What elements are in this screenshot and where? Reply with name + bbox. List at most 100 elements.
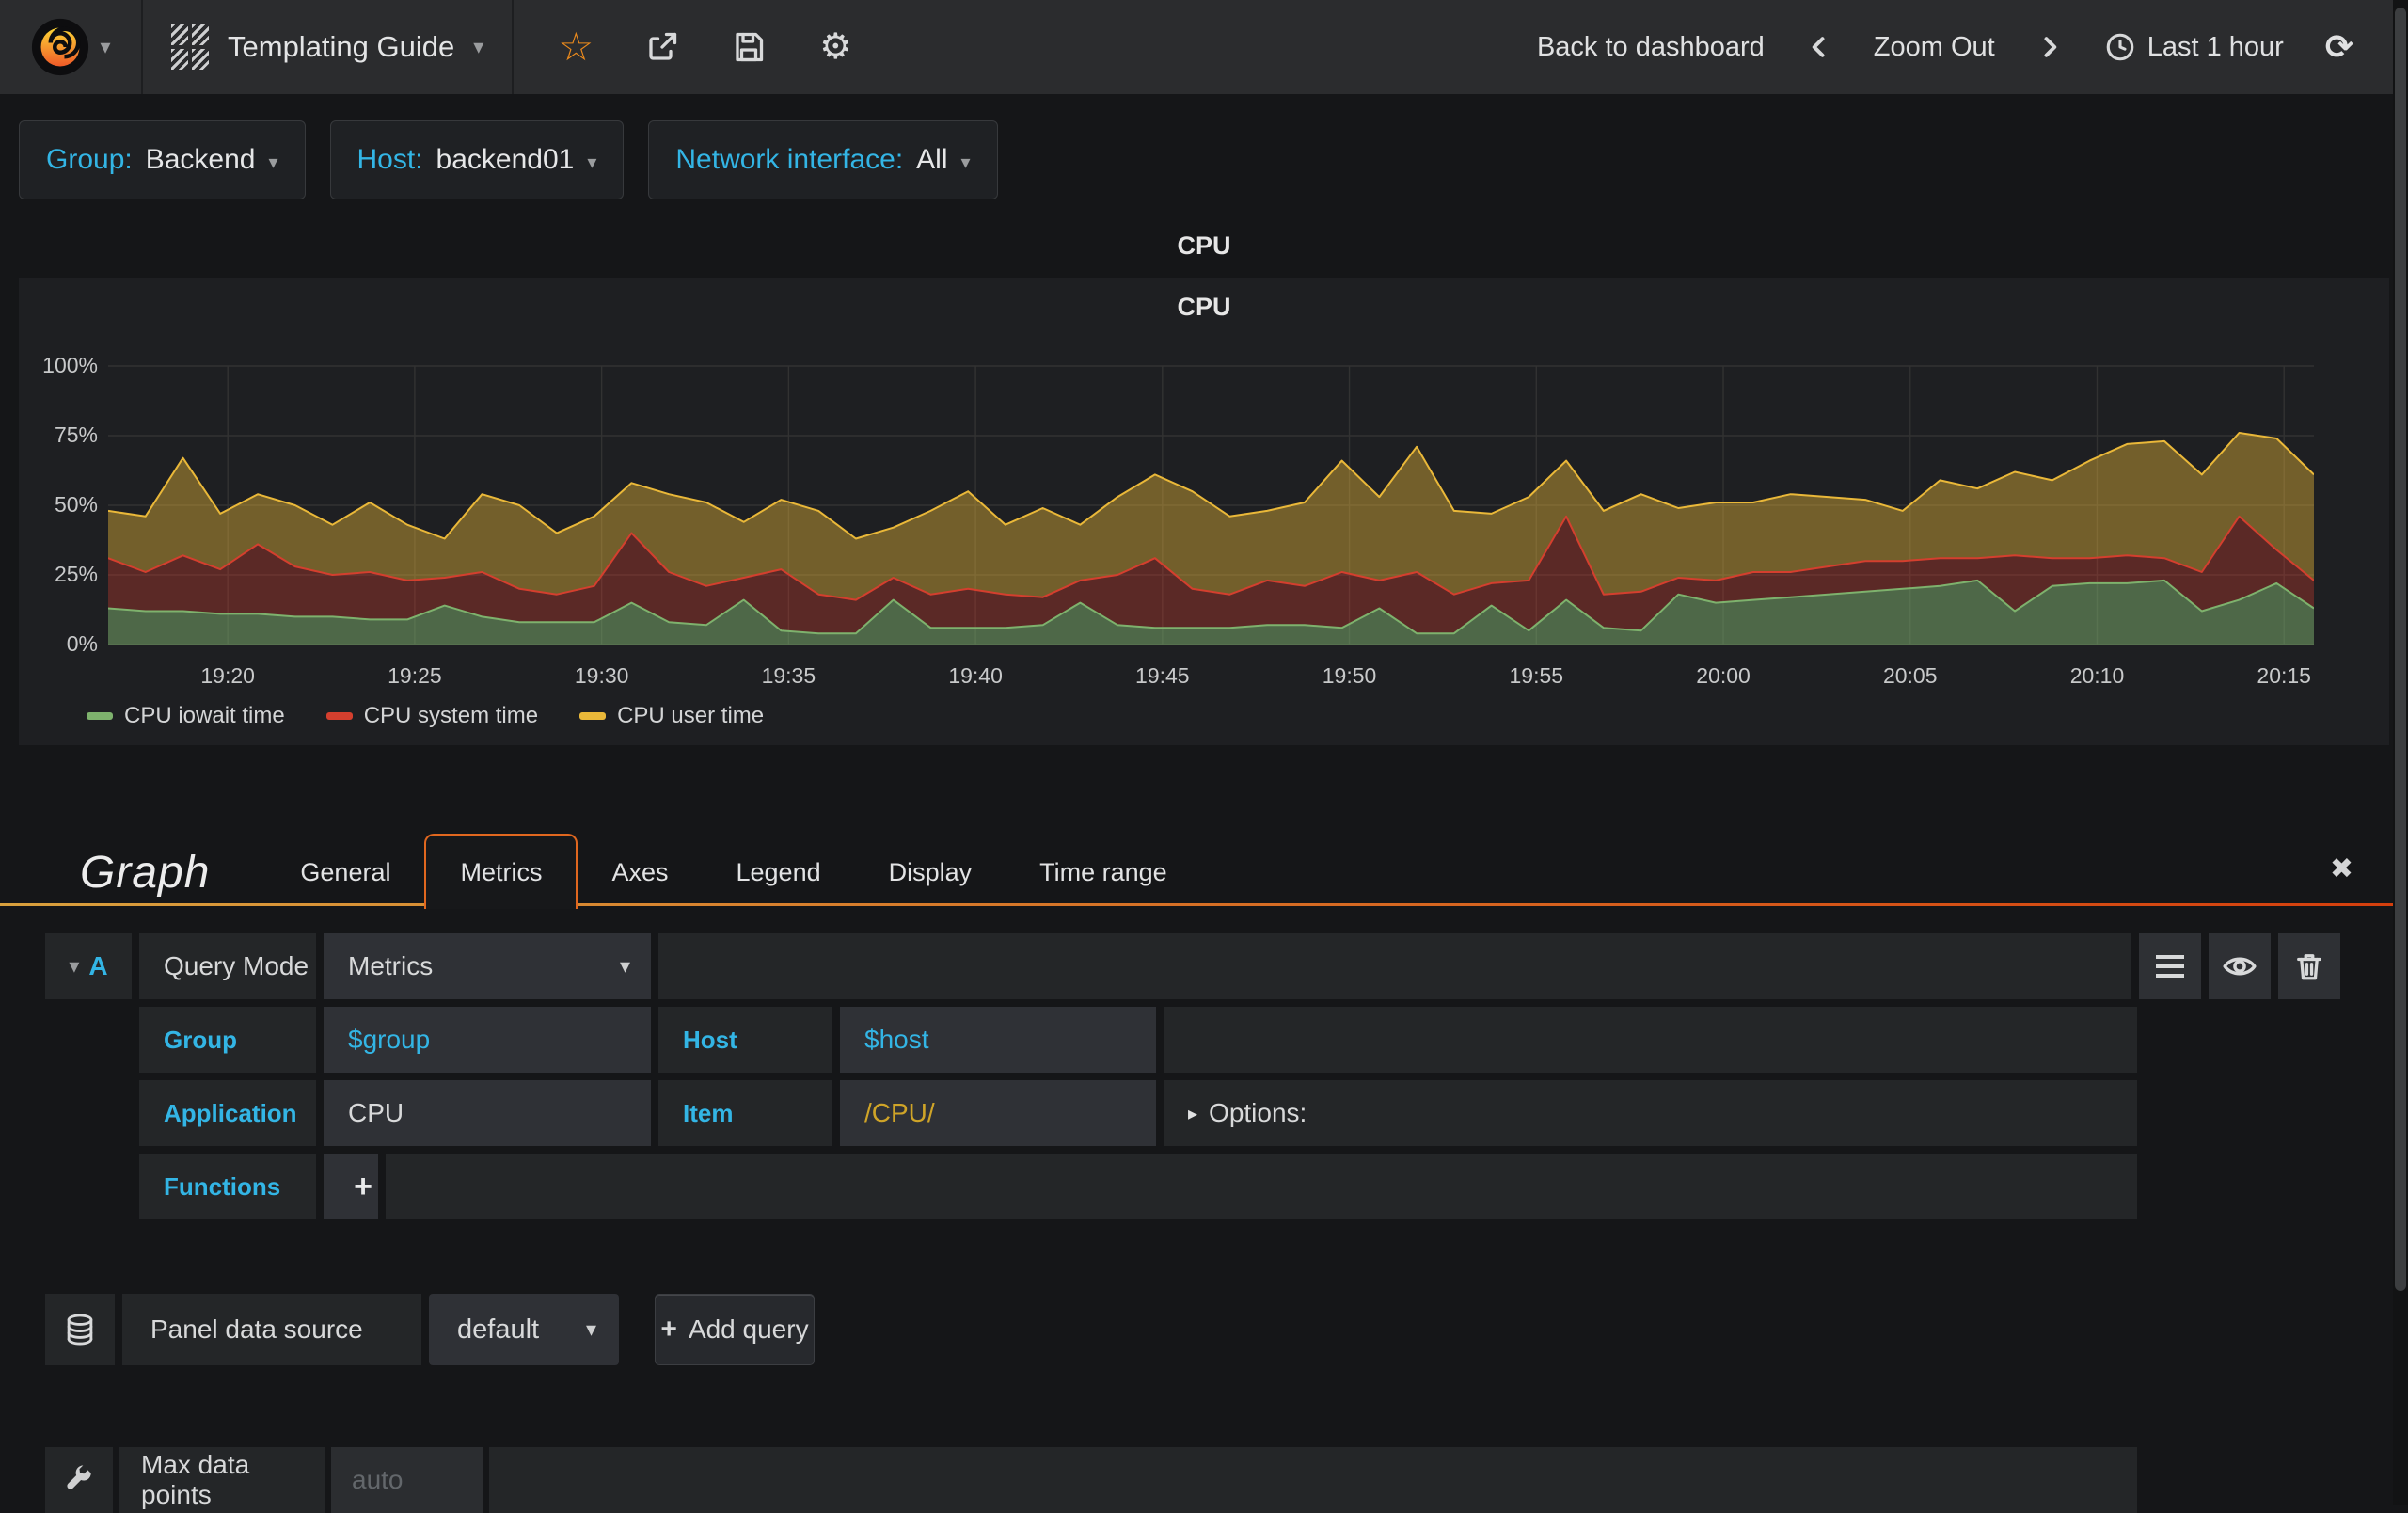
variable-group[interactable]: Group: Backend ▾: [19, 120, 306, 199]
max-data-points-input[interactable]: auto: [331, 1447, 483, 1513]
chevron-right-icon[interactable]: [2036, 32, 2063, 62]
scrollbar-thumb[interactable]: [2395, 8, 2406, 1291]
panel-type-title: Graph: [80, 848, 211, 898]
query-ref-letter: A: [88, 951, 108, 980]
host-label: Host: [658, 1007, 832, 1073]
plus-icon: +: [660, 1314, 677, 1345]
eye-icon: [2223, 957, 2257, 976]
navbar: ▾ Templating Guide ▾ ☆ ⚙ Back to dashboa…: [0, 0, 2408, 94]
share-icon[interactable]: [643, 28, 681, 66]
trash-icon: [2297, 954, 2321, 980]
query-row-filler: [658, 933, 2131, 999]
chart-legend: CPU iowait time CPU system time CPU user t…: [87, 703, 764, 729]
application-input[interactable]: CPU: [324, 1080, 651, 1146]
x-tick-label: 19:30: [574, 663, 629, 688]
application-label: Application: [139, 1080, 316, 1146]
variable-label: Group:: [46, 144, 133, 175]
caret-down-icon: ▾: [587, 152, 597, 173]
legend-swatch: [87, 712, 113, 720]
menu-icon: [2156, 955, 2184, 978]
max-data-points-row: Max data points auto: [45, 1447, 2137, 1513]
add-query-label: Add query: [688, 1314, 809, 1344]
query-editor: ▾ A Query Mode Metrics ▾ Group $group Ho…: [45, 933, 2340, 1227]
query-mode-label: Query Mode: [139, 933, 316, 999]
wrench-icon: [67, 1465, 91, 1489]
save-icon[interactable]: [730, 28, 768, 66]
tab-legend[interactable]: Legend: [736, 858, 821, 886]
legend-item[interactable]: CPU system time: [325, 703, 539, 729]
dashboard-picker[interactable]: Templating Guide ▾: [143, 0, 515, 94]
max-data-points-label: Max data points: [119, 1447, 325, 1513]
caret-down-icon: ▾: [619, 954, 630, 978]
query-row-application-item: Application CPU Item /CPU/ ▸ Options:: [45, 1080, 2340, 1146]
host-input[interactable]: $host: [840, 1007, 1156, 1073]
tab-metrics[interactable]: Metrics: [424, 834, 578, 909]
options-toggle[interactable]: ▸ Options:: [1164, 1080, 2137, 1146]
refresh-icon[interactable]: ⟳: [2324, 27, 2353, 66]
variable-network-interface[interactable]: Network interface: All ▾: [648, 120, 998, 199]
time-range-picker[interactable]: Last 1 hour: [2104, 31, 2284, 63]
tab-axes[interactable]: Axes: [611, 858, 669, 886]
legend-item[interactable]: CPU iowait time: [87, 703, 285, 729]
plot-area[interactable]: [108, 360, 2314, 650]
datasource-select[interactable]: default ▾: [429, 1294, 619, 1365]
caret-down-icon: ▾: [100, 35, 111, 58]
query-toggle-visibility-button[interactable]: [2209, 933, 2271, 999]
y-tick-label: 25%: [54, 562, 98, 586]
legend-label: CPU system time: [363, 703, 539, 728]
y-tick-label: 75%: [54, 422, 98, 447]
panel-header-title[interactable]: CPU: [1177, 231, 1231, 260]
zoom-out-button[interactable]: Zoom Out: [1873, 31, 1995, 62]
wrench-icon-cell: [45, 1447, 113, 1513]
chevron-left-icon[interactable]: [1806, 32, 1832, 62]
back-to-dashboard-link[interactable]: Back to dashboard: [1536, 31, 1765, 62]
caret-down-icon: ▾: [585, 1317, 596, 1341]
star-icon[interactable]: ☆: [558, 24, 594, 69]
y-tick-label: 100%: [42, 353, 98, 377]
x-tick-label: 19:35: [761, 663, 816, 688]
variable-label: Network interface:: [675, 144, 904, 175]
query-delete-button[interactable]: [2278, 933, 2340, 999]
row-filler: [489, 1447, 2137, 1513]
clock-icon: [2106, 33, 2134, 61]
x-tick-label: 20:15: [2257, 663, 2311, 688]
row-filler: [1164, 1007, 2137, 1073]
tab-time-range[interactable]: Time range: [1039, 858, 1167, 886]
editor-underline: [0, 903, 2393, 906]
x-tick-label: 19:40: [948, 663, 1003, 688]
item-input[interactable]: /CPU/: [840, 1080, 1156, 1146]
cpu-stacked-area-chart[interactable]: [108, 360, 2314, 650]
tab-display[interactable]: Display: [888, 858, 973, 886]
caret-down-icon: ▾: [268, 152, 278, 173]
variable-host[interactable]: Host: backend01 ▾: [329, 120, 625, 199]
x-tick-label: 19:55: [1509, 663, 1564, 688]
legend-label: CPU user time: [617, 703, 765, 728]
variable-value: backend01: [436, 144, 575, 175]
close-icon[interactable]: ✖: [2329, 853, 2353, 884]
query-menu-button[interactable]: [2139, 933, 2201, 999]
database-icon: [67, 1314, 93, 1346]
scrollbar-track[interactable]: [2393, 0, 2408, 1505]
query-mode-value: Metrics: [348, 951, 434, 980]
add-query-button[interactable]: + Add query: [655, 1294, 815, 1365]
datasource-icon-cell: [45, 1294, 115, 1365]
gear-icon[interactable]: ⚙: [819, 27, 852, 67]
graph-title: CPU: [1177, 293, 1231, 321]
variable-label: Host:: [356, 144, 423, 175]
save-icon-svg: [736, 32, 764, 62]
query-ref-toggle[interactable]: ▾ A: [45, 933, 132, 999]
datasource-row: Panel data source default ▾ + Add query: [45, 1294, 815, 1365]
group-input[interactable]: $group: [324, 1007, 651, 1073]
legend-item[interactable]: CPU user time: [579, 703, 764, 729]
row-filler: [386, 1154, 2137, 1219]
time-range-label: Last 1 hour: [2147, 31, 2284, 62]
query-row-group-host: Group $group Host $host: [45, 1007, 2340, 1073]
x-tick-label: 19:20: [200, 663, 255, 688]
grafana-menu[interactable]: ▾: [0, 0, 143, 94]
query-mode-select[interactable]: Metrics ▾: [324, 933, 651, 999]
add-function-button[interactable]: +: [324, 1154, 378, 1219]
tab-general[interactable]: General: [300, 858, 391, 886]
legend-swatch: [325, 712, 353, 720]
dashboard-title: Templating Guide: [228, 30, 455, 63]
x-tick-label: 20:05: [1882, 663, 1938, 688]
